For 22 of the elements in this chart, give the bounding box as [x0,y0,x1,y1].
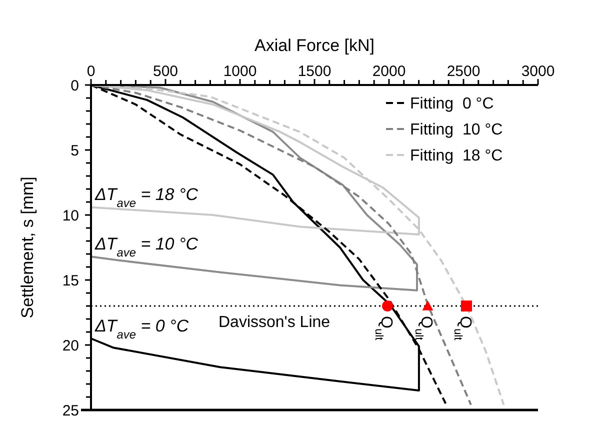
x-tick-label: 3000 [521,63,555,80]
x-tick-label: 1000 [223,63,257,80]
y-tick-label: 10 [62,207,79,224]
legend-label: Fitting 10 °C [410,122,503,139]
x-tick-label: 1500 [298,63,332,80]
y-tick-label: 20 [62,337,79,354]
y-axis-title: Settlement, s [mm] [18,176,37,318]
ref-line-label: Davisson's Line [218,314,330,331]
y-tick-label: 5 [70,142,79,160]
y-tick-label: 0 [70,77,79,94]
annotation: ΔT$_{ave}$= 0 °C [94,316,190,342]
legend-label: Fitting 18 °C [410,148,503,165]
y-tick-label: 15 [62,272,79,290]
legend-label: Fitting 0 °C [410,96,494,113]
x-tick-label: 0 [86,63,96,80]
annotation: ΔT$_{ave}$ = 18 °C [94,185,199,210]
x-tick-label: 2000 [372,63,406,80]
y-tick-label: 25 [62,402,79,420]
x-tick-label: 2500 [446,63,480,80]
x-axis-title: Axial Force [kN] [254,36,374,55]
annotation: ΔT$_{ave}$ = 10 °C [94,234,199,260]
x-tick-label: 500 [152,63,178,80]
